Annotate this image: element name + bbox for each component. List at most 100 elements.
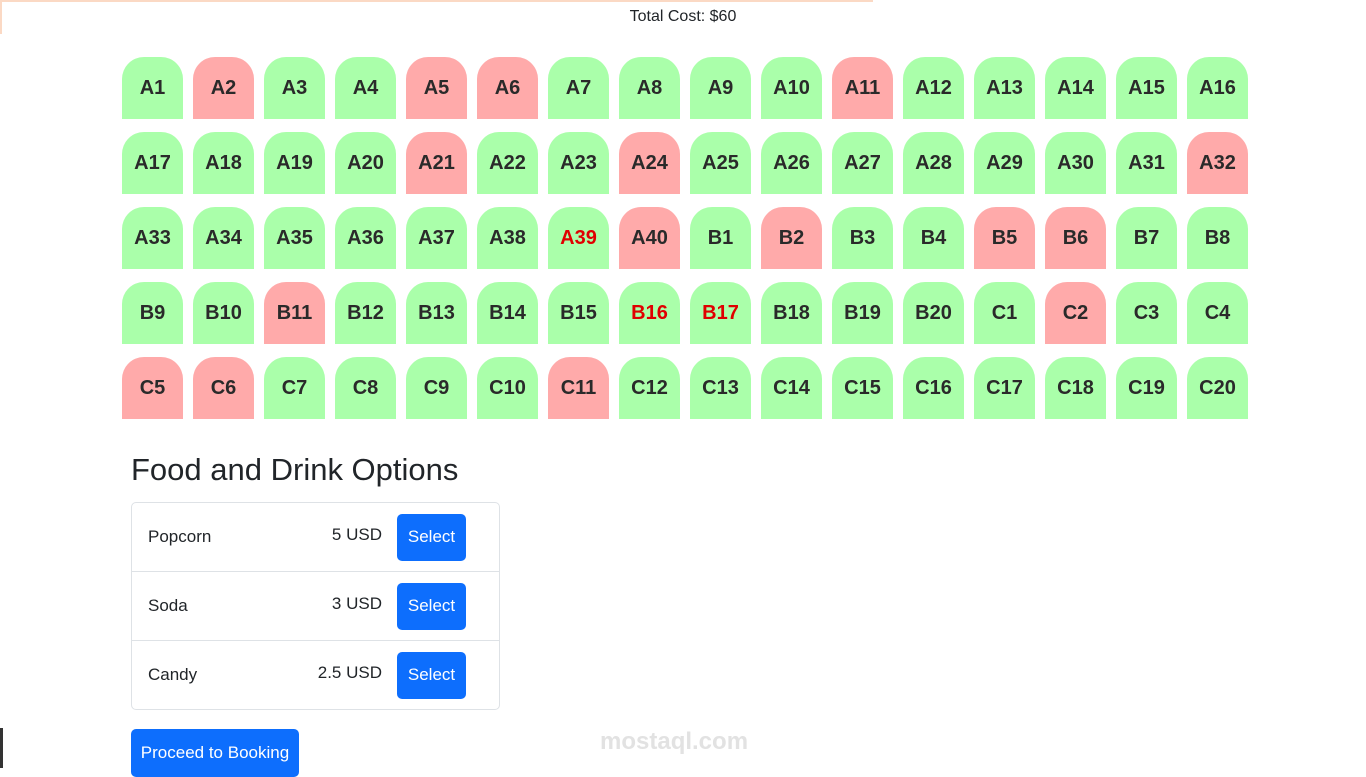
food-price: 5 USD bbox=[331, 525, 382, 544]
food-item-candy: Candy 2.5 USD Select bbox=[132, 640, 499, 709]
seat-a14[interactable]: A14 bbox=[1045, 57, 1106, 119]
seat-a5[interactable]: A5 bbox=[406, 57, 467, 119]
seat-c1[interactable]: C1 bbox=[974, 282, 1035, 344]
seat-a3[interactable]: A3 bbox=[264, 57, 325, 119]
food-item-soda: Soda 3 USD Select bbox=[132, 571, 499, 640]
seat-a10[interactable]: A10 bbox=[761, 57, 822, 119]
seat-b1[interactable]: B1 bbox=[690, 207, 751, 269]
seat-a11[interactable]: A11 bbox=[832, 57, 893, 119]
seat-b8[interactable]: B8 bbox=[1187, 207, 1248, 269]
seat-c6[interactable]: C6 bbox=[193, 357, 254, 419]
seat-b5[interactable]: B5 bbox=[974, 207, 1035, 269]
seat-a22[interactable]: A22 bbox=[477, 132, 538, 194]
seat-c7[interactable]: C7 bbox=[264, 357, 325, 419]
seat-a40[interactable]: A40 bbox=[619, 207, 680, 269]
seat-b15[interactable]: B15 bbox=[548, 282, 609, 344]
seat-c4[interactable]: C4 bbox=[1187, 282, 1248, 344]
seat-b11[interactable]: B11 bbox=[264, 282, 325, 344]
seat-a19[interactable]: A19 bbox=[264, 132, 325, 194]
seat-a26[interactable]: A26 bbox=[761, 132, 822, 194]
seat-a20[interactable]: A20 bbox=[335, 132, 396, 194]
seat-a21[interactable]: A21 bbox=[406, 132, 467, 194]
seat-a28[interactable]: A28 bbox=[903, 132, 964, 194]
seat-c13[interactable]: C13 bbox=[690, 357, 751, 419]
seat-b9[interactable]: B9 bbox=[122, 282, 183, 344]
seat-a32[interactable]: A32 bbox=[1187, 132, 1248, 194]
seat-b2[interactable]: B2 bbox=[761, 207, 822, 269]
seat-a6[interactable]: A6 bbox=[477, 57, 538, 119]
seat-a13[interactable]: A13 bbox=[974, 57, 1035, 119]
seat-a8[interactable]: A8 bbox=[619, 57, 680, 119]
seat-a25[interactable]: A25 bbox=[690, 132, 751, 194]
seat-a38[interactable]: A38 bbox=[477, 207, 538, 269]
left-edge-bar bbox=[0, 728, 3, 768]
seat-a36[interactable]: A36 bbox=[335, 207, 396, 269]
seat-a4[interactable]: A4 bbox=[335, 57, 396, 119]
food-name: Popcorn bbox=[148, 527, 212, 546]
seat-c16[interactable]: C16 bbox=[903, 357, 964, 419]
seat-c17[interactable]: C17 bbox=[974, 357, 1035, 419]
seat-a33[interactable]: A33 bbox=[122, 207, 183, 269]
top-border bbox=[0, 0, 873, 2]
seat-c3[interactable]: C3 bbox=[1116, 282, 1177, 344]
seat-b4[interactable]: B4 bbox=[903, 207, 964, 269]
seat-b3[interactable]: B3 bbox=[832, 207, 893, 269]
food-price: 3 USD bbox=[331, 594, 382, 613]
seat-c8[interactable]: C8 bbox=[335, 357, 396, 419]
seat-a16[interactable]: A16 bbox=[1187, 57, 1248, 119]
select-soda-button[interactable]: Select bbox=[397, 582, 466, 630]
seat-a35[interactable]: A35 bbox=[264, 207, 325, 269]
select-popcorn-button[interactable]: Select bbox=[397, 513, 466, 561]
seat-a39[interactable]: A39 bbox=[548, 207, 609, 269]
seat-b17[interactable]: B17 bbox=[690, 282, 751, 344]
seat-a12[interactable]: A12 bbox=[903, 57, 964, 119]
seat-c5[interactable]: C5 bbox=[122, 357, 183, 419]
seat-b6[interactable]: B6 bbox=[1045, 207, 1106, 269]
seat-c20[interactable]: C20 bbox=[1187, 357, 1248, 419]
seat-a18[interactable]: A18 bbox=[193, 132, 254, 194]
seat-a7[interactable]: A7 bbox=[548, 57, 609, 119]
seat-b10[interactable]: B10 bbox=[193, 282, 254, 344]
seat-b13[interactable]: B13 bbox=[406, 282, 467, 344]
food-name: Candy bbox=[148, 665, 198, 684]
seat-a15[interactable]: A15 bbox=[1116, 57, 1177, 119]
seat-b18[interactable]: B18 bbox=[761, 282, 822, 344]
seat-a24[interactable]: A24 bbox=[619, 132, 680, 194]
seat-c12[interactable]: C12 bbox=[619, 357, 680, 419]
seat-a31[interactable]: A31 bbox=[1116, 132, 1177, 194]
total-cost: Total Cost: $60 bbox=[629, 8, 737, 25]
seat-b19[interactable]: B19 bbox=[832, 282, 893, 344]
food-item-popcorn: Popcorn 5 USD Select bbox=[132, 503, 499, 571]
seat-c18[interactable]: C18 bbox=[1045, 357, 1106, 419]
seat-a23[interactable]: A23 bbox=[548, 132, 609, 194]
watermark-logo: mostaql.com bbox=[600, 728, 749, 755]
seat-a34[interactable]: A34 bbox=[193, 207, 254, 269]
food-name: Soda bbox=[148, 596, 188, 615]
seat-c2[interactable]: C2 bbox=[1045, 282, 1106, 344]
seat-a2[interactable]: A2 bbox=[193, 57, 254, 119]
seat-a17[interactable]: A17 bbox=[122, 132, 183, 194]
seat-c14[interactable]: C14 bbox=[761, 357, 822, 419]
left-border bbox=[0, 0, 2, 34]
seat-c11[interactable]: C11 bbox=[548, 357, 609, 419]
seat-a1[interactable]: A1 bbox=[122, 57, 183, 119]
food-list: Popcorn 5 USD Select Soda 3 USD Select C… bbox=[131, 502, 500, 710]
seat-a27[interactable]: A27 bbox=[832, 132, 893, 194]
food-section-title: Food and Drink Options bbox=[131, 452, 459, 487]
seat-a30[interactable]: A30 bbox=[1045, 132, 1106, 194]
seat-b12[interactable]: B12 bbox=[335, 282, 396, 344]
proceed-to-booking-button[interactable]: Proceed to Booking bbox=[131, 729, 299, 777]
seat-b20[interactable]: B20 bbox=[903, 282, 964, 344]
seat-c10[interactable]: C10 bbox=[477, 357, 538, 419]
seat-a9[interactable]: A9 bbox=[690, 57, 751, 119]
seat-c15[interactable]: C15 bbox=[832, 357, 893, 419]
seat-a37[interactable]: A37 bbox=[406, 207, 467, 269]
seat-a29[interactable]: A29 bbox=[974, 132, 1035, 194]
seat-b16[interactable]: B16 bbox=[619, 282, 680, 344]
seat-b14[interactable]: B14 bbox=[477, 282, 538, 344]
seat-c9[interactable]: C9 bbox=[406, 357, 467, 419]
food-price: 2.5 USD bbox=[317, 663, 382, 682]
seat-b7[interactable]: B7 bbox=[1116, 207, 1177, 269]
select-candy-button[interactable]: Select bbox=[397, 651, 466, 699]
seat-c19[interactable]: C19 bbox=[1116, 357, 1177, 419]
